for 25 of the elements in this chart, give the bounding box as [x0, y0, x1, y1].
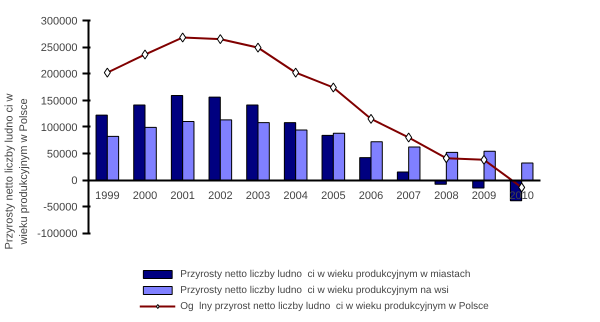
y-tick-label: -50000 — [43, 202, 78, 214]
x-tick-label: 2000 — [132, 190, 158, 202]
legend-label: Przyrosty netto liczby ludno ci w wieku produkcyjnym w miastach — [180, 268, 470, 280]
x-tick-label: 2001 — [170, 190, 195, 202]
y-tick-label: 50000 — [46, 148, 78, 160]
y-tick-label: 300000 — [40, 16, 78, 28]
x-tick-label: 2002 — [208, 190, 233, 202]
y-tick-label: 200000 — [40, 68, 78, 81]
x-tick-label: 2010 — [509, 190, 534, 202]
x-tick-label: 1999 — [95, 190, 120, 202]
y-tick-label: 100000 — [40, 122, 78, 134]
y-tick-label: 150000 — [40, 95, 78, 108]
y-tick-label: 0 — [71, 175, 78, 188]
x-tick-label: 2005 — [321, 190, 346, 202]
legend-label: Og lny przyrost netto liczby ludno ci w wieku produkcyjnym w Polsce — [180, 300, 489, 312]
x-tick-label: 2004 — [283, 190, 308, 202]
y-tick-label: 250000 — [40, 42, 78, 54]
legend-label: Przyrosty netto liczby ludno ci w wieku produkcyjnym na wsi — [180, 284, 449, 296]
y-tick-label: -100000 — [37, 228, 78, 240]
x-tick-label: 2007 — [396, 190, 421, 202]
x-tick-label: 2009 — [472, 190, 496, 202]
x-tick-label: 2003 — [246, 190, 270, 202]
x-tick-label: 2008 — [434, 190, 459, 202]
x-tick-label: 2006 — [358, 190, 384, 202]
y-axis-title: Przyrosty netto liczby ludno ci w wieku produkcyjnym w Polsce — [4, 94, 30, 250]
